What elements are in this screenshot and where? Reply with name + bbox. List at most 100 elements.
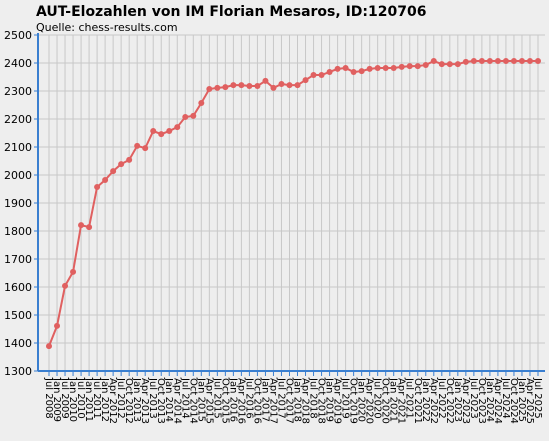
x-tick-label: Jul 2015 [211,377,222,419]
point [390,65,397,72]
point [414,63,421,70]
point [446,61,453,68]
point [510,58,517,65]
point [366,65,373,72]
point [238,82,245,89]
x-tick-label: Apr 2018 [300,378,311,424]
x-tick-label: Apr 2021 [396,378,407,424]
x-tick-label: Jan 2023 [452,377,463,422]
point [118,161,125,168]
x-tick-label: Jan 2009 [51,377,62,422]
point [206,86,213,93]
point [430,58,437,65]
y-tick-label: 1500 [4,309,32,322]
x-tick-label: Jul 2023 [468,377,479,419]
x-tick-label: Oct 2015 [219,378,230,424]
x-tick-label: Jan 2017 [259,377,270,422]
point [486,58,493,65]
point [374,65,381,72]
x-tick-label: Apr 2014 [171,378,182,424]
point [518,58,525,65]
point [302,77,309,84]
x-tick-label: Jul 2021 [404,377,415,419]
x-tick-label: Apr 2024 [492,378,503,424]
point [398,63,405,70]
y-tick-label: 1700 [4,253,32,266]
x-tick-label: Oct 2017 [283,378,294,424]
point [438,61,445,68]
x-tick-label: Jan 2014 [163,377,174,422]
y-tick-label: 1900 [4,197,32,210]
point [78,222,85,229]
y-tick-label: 1600 [4,281,32,294]
x-tick-label: Jan 2011 [83,377,94,422]
point [342,65,349,72]
y-tick-label: 1300 [4,365,32,378]
point [62,282,69,289]
x-tick-label: Jul 2011 [91,377,102,419]
point [254,82,261,89]
point [94,184,101,191]
x-tick-label: Oct 2023 [476,378,487,424]
point [278,81,285,87]
point [86,224,93,231]
x-tick-label: Apr 2017 [267,378,278,424]
point [422,61,429,68]
x-tick-label: Apr 2013 [139,378,150,424]
y-tick-label: 2100 [4,141,32,154]
x-tick-label: Jul 2024 [500,377,511,419]
x-tick-label: Jul 2016 [243,377,254,419]
y-tick-label: 2300 [4,85,32,98]
x-tick-label: Oct 2012 [123,378,134,424]
point [462,58,469,65]
point [134,142,141,149]
x-tick-label: Apr 2023 [460,378,471,424]
x-tick-label: Oct 2019 [348,378,359,424]
point [358,68,365,75]
chart-title: AUT-Elozahlen von IM Florian Mesaros, ID… [36,4,426,20]
point [166,128,173,135]
x-tick-label: Jan 2019 [324,377,335,422]
point [454,61,461,68]
point [502,58,509,65]
point [110,168,117,175]
point [294,82,301,89]
x-tick-label: Jan 2020 [356,377,367,422]
point [222,84,229,91]
point [350,68,357,75]
point [535,58,541,65]
x-tick-label: Jul 2017 [275,377,286,419]
x-tick-label: Apr 2016 [235,378,246,424]
point [270,84,277,91]
point [382,65,389,72]
x-tick-label: Jan 2025 [516,377,527,422]
x-tick-label: Oct 2016 [251,378,262,424]
x-tick-label: Apr 2022 [428,378,439,424]
y-tick-label: 1800 [4,225,32,238]
point [126,156,133,163]
y-tick-label: 2500 [4,29,32,42]
chart-subtitle: Quelle: chess-results.com [36,21,178,34]
y-tick-label: 2000 [4,169,32,182]
x-tick-label: Oct 2018 [316,378,327,424]
point [334,65,341,72]
x-tick-label: Oct 2021 [412,378,423,424]
point [478,58,485,65]
point [214,84,221,91]
x-tick-label: Jan 2013 [131,377,142,422]
x-tick-label: Jul 2012 [115,377,126,419]
x-tick-label: Jan 2015 [195,377,206,422]
point [286,82,293,89]
x-tick-label: Apr 2025 [524,378,535,424]
y-tick-label: 2200 [4,113,32,126]
x-tick-label: Jul 2025 [532,377,543,419]
point [406,63,413,70]
point [182,114,189,121]
y-tick-label: 2400 [4,57,32,70]
x-tick-label: Jan 2018 [292,377,303,422]
point [262,77,269,84]
point [326,68,333,75]
x-tick-label: Jan 2016 [227,377,238,422]
point [46,343,52,350]
